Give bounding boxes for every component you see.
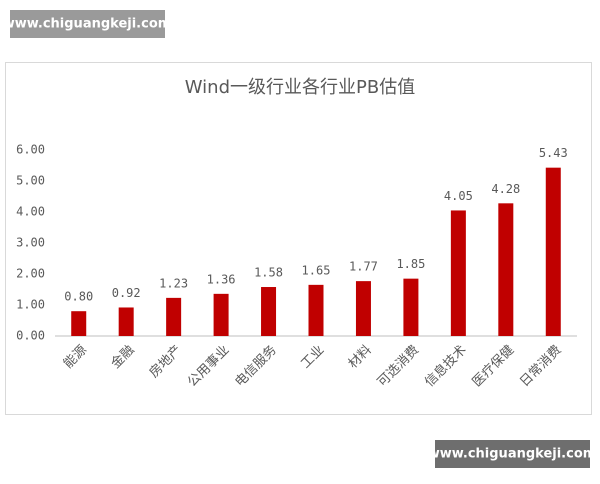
y-tick-label: 6.00 xyxy=(16,143,45,157)
value-label: 1.58 xyxy=(254,266,283,280)
y-tick-label: 1.00 xyxy=(16,298,45,312)
bar xyxy=(261,287,277,336)
value-label: 1.85 xyxy=(396,257,425,271)
chart-title: Wind一级行业各行业PB估值 xyxy=(185,77,415,98)
watermark-box xyxy=(10,10,165,38)
y-tick-label: 4.00 xyxy=(16,205,45,219)
bar xyxy=(118,307,134,336)
value-label: 5.43 xyxy=(539,146,568,160)
bar xyxy=(308,284,324,336)
bar xyxy=(450,210,466,336)
bar xyxy=(213,293,229,336)
value-label: 1.23 xyxy=(159,276,188,290)
bar xyxy=(166,297,182,336)
watermark: www.chiguangkeji.com xyxy=(3,17,172,32)
y-tick-label: 2.00 xyxy=(16,267,45,281)
y-tick-label: 3.00 xyxy=(16,236,45,250)
bar xyxy=(403,278,419,336)
bar xyxy=(545,167,561,336)
bar xyxy=(498,203,514,336)
y-tick-label: 5.00 xyxy=(16,174,45,188)
value-label: 1.77 xyxy=(349,260,378,274)
watermark: www.chiguangkeji.com xyxy=(428,447,597,462)
chart-frame xyxy=(5,62,592,415)
bar xyxy=(71,311,87,336)
watermark-box xyxy=(435,440,590,468)
value-label: 4.05 xyxy=(444,189,473,203)
value-label: 4.28 xyxy=(491,182,520,196)
value-label: 1.65 xyxy=(302,263,331,277)
value-label: 0.92 xyxy=(112,286,141,300)
value-label: 1.36 xyxy=(207,272,236,286)
y-tick-label: 0.00 xyxy=(16,329,45,343)
value-label: 0.80 xyxy=(64,290,93,304)
bar xyxy=(355,281,371,336)
